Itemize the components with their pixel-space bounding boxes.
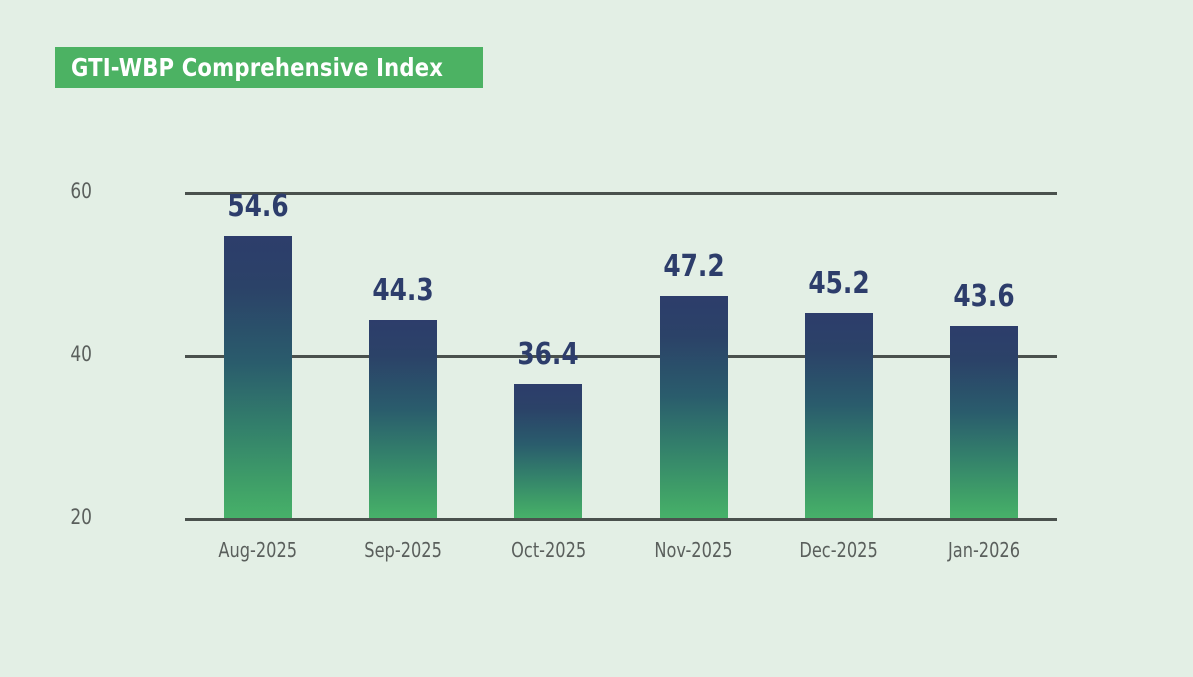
bar-group[interactable]: 43.6 [912,192,1057,518]
gridline-40 [185,355,1057,358]
bar-value-label: 54.6 [227,189,289,225]
x-axis-tick-label: Sep-2025 [364,538,442,562]
y-axis-tick-40: 40 [70,342,92,366]
y-axis-tick-60: 60 [70,179,92,203]
bar[interactable] [223,236,292,518]
bar-group[interactable]: 36.4 [476,192,621,518]
bar-group[interactable]: 45.2 [766,192,911,518]
x-axis-tick-label: Oct-2025 [510,538,586,562]
bar-group[interactable]: 47.2 [621,192,766,518]
x-axis-tick-label: Jan-2026 [948,538,1021,562]
bar-value-label: 45.2 [808,265,870,301]
chart-title-banner: GTI-WBP Comprehensive Index [55,47,483,88]
bar-value-label: 47.2 [663,249,725,285]
bar[interactable] [514,384,583,518]
x-axis-tick-label: Nov-2025 [654,538,733,562]
bar-value-label: 44.3 [372,272,434,308]
bars-layer: 54.6 44.3 36.4 47.2 45.2 43.6 [185,189,1057,518]
bar[interactable] [950,325,1019,518]
bar-value-label: 43.6 [953,278,1015,314]
bar-value-label: 36.4 [517,337,579,373]
axis-baseline-20 [185,518,1057,521]
page-title: GTI-WBP Comprehensive Index [71,53,444,82]
bar-group[interactable]: 54.6 [185,189,330,518]
bar[interactable] [368,319,437,518]
bar-group[interactable]: 44.3 [330,192,475,518]
gridline-60 [185,192,1057,195]
x-axis-tick-label: Aug-2025 [218,538,298,562]
bar[interactable] [804,312,873,518]
bar[interactable] [659,296,728,518]
plot-area [185,192,1057,521]
x-axis-tick-label: Dec-2025 [799,538,879,562]
y-axis-tick-20: 20 [70,505,92,529]
